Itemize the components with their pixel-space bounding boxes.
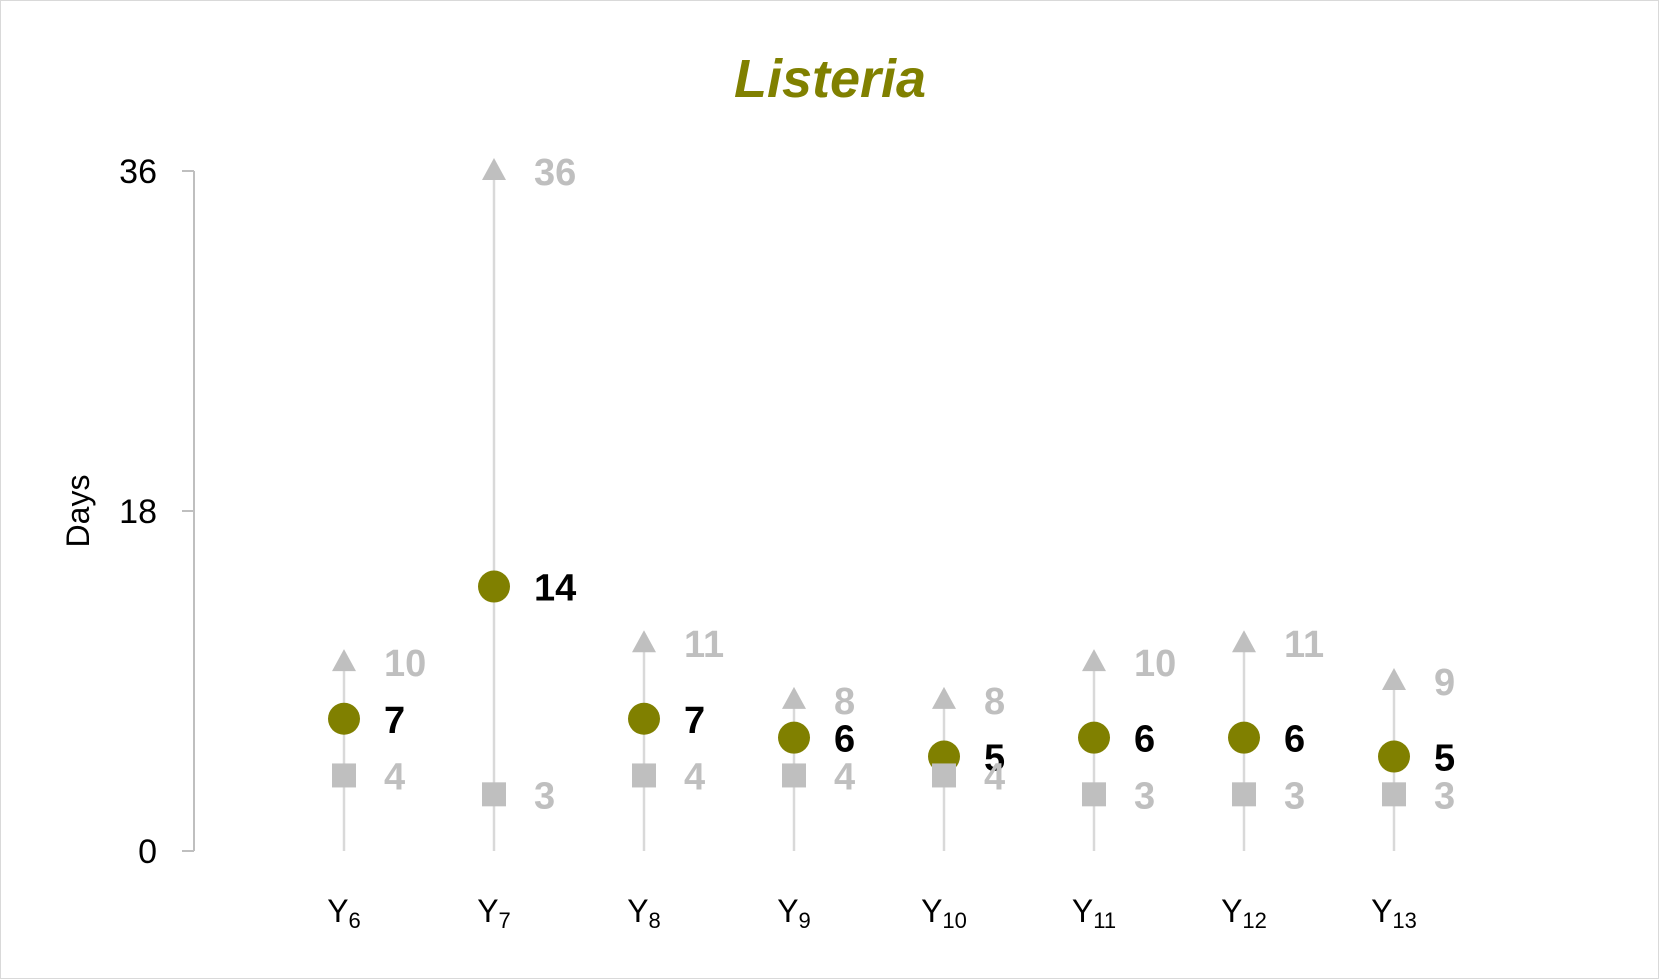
- median-label: 5: [984, 738, 1005, 780]
- max-label: 36: [534, 152, 576, 194]
- max-point: [1082, 649, 1106, 672]
- median-label: 6: [1284, 719, 1305, 761]
- max-label: 10: [1134, 643, 1176, 685]
- median-point: [1078, 721, 1110, 754]
- x-tick-label: Y6: [327, 893, 361, 933]
- min-point: [332, 763, 356, 788]
- min-point: [782, 763, 806, 788]
- max-label: 10: [384, 643, 426, 685]
- min-label: 3: [1284, 775, 1305, 817]
- median-point: [628, 702, 660, 735]
- median-point: [1228, 721, 1260, 754]
- min-label: 4: [834, 756, 855, 798]
- min-point: [482, 782, 506, 807]
- max-label: 11: [1284, 624, 1324, 666]
- max-point: [332, 649, 356, 672]
- y-tick-label: 0: [138, 833, 157, 871]
- median-point: [478, 570, 510, 603]
- max-label: 8: [834, 681, 855, 723]
- median-label: 7: [384, 700, 405, 742]
- median-label: 14: [534, 568, 576, 610]
- y-axis-ticks: 0 18 36: [119, 153, 194, 871]
- y-tick-label: 36: [119, 153, 157, 191]
- x-tick-label: Y7: [477, 893, 511, 933]
- min-label: 3: [534, 775, 555, 817]
- y-axis-label: Days: [60, 475, 96, 548]
- chart-title: Listeria: [734, 49, 926, 109]
- median-label: 7: [684, 700, 705, 742]
- min-label: 3: [1134, 775, 1155, 817]
- max-point: [482, 158, 506, 180]
- max-label: 9: [1434, 662, 1455, 704]
- min-label: 4: [384, 756, 405, 798]
- max-point: [632, 630, 656, 653]
- min-point: [1082, 782, 1106, 807]
- median-label: 6: [1134, 719, 1155, 761]
- max-label: 8: [984, 681, 1005, 723]
- min-label: 3: [1434, 775, 1455, 817]
- x-axis-ticks: Y6 Y7 Y8 Y9 Y10 Y11 Y12 Y13: [327, 893, 1417, 933]
- x-tick-label: Y12: [1221, 893, 1267, 933]
- max-point: [1232, 630, 1256, 653]
- min-label: 4: [684, 756, 705, 798]
- max-point: [932, 686, 956, 709]
- max-point: [782, 686, 806, 709]
- data-markers: [328, 158, 1410, 807]
- x-tick-label: Y10: [921, 893, 967, 933]
- x-tick-label: Y9: [777, 893, 811, 933]
- max-label: 11: [684, 624, 724, 666]
- max-point: [1382, 668, 1406, 690]
- min-point: [1232, 782, 1256, 807]
- min-point: [932, 763, 956, 788]
- median-label: 6: [834, 719, 855, 761]
- median-point: [1378, 740, 1410, 773]
- x-tick-label: Y11: [1072, 893, 1116, 933]
- x-tick-label: Y13: [1371, 893, 1417, 933]
- min-point: [632, 763, 656, 788]
- median-point: [778, 721, 810, 754]
- median-label: 5: [1434, 738, 1455, 780]
- min-point: [1382, 782, 1406, 807]
- y-tick-label: 18: [119, 493, 157, 531]
- x-tick-label: Y8: [627, 893, 661, 933]
- median-point: [328, 702, 360, 735]
- min-label: 4: [984, 756, 1005, 798]
